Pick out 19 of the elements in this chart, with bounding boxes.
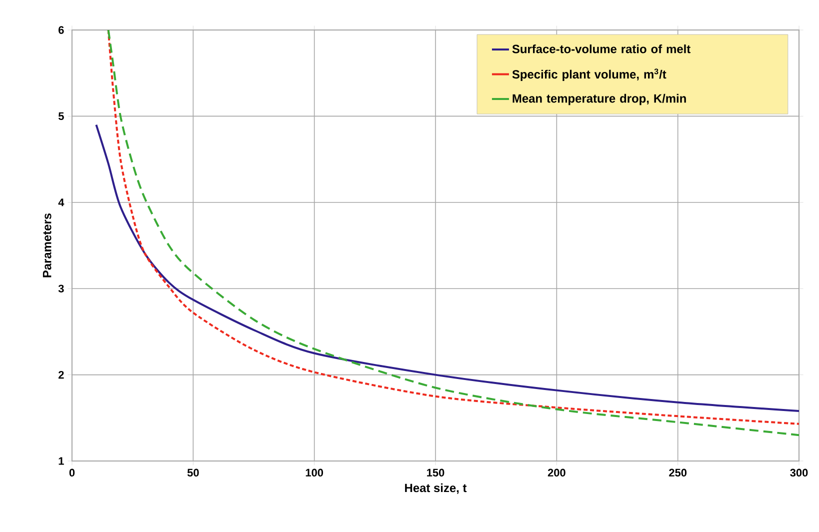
x-tick-label: 300 bbox=[790, 468, 808, 477]
y-tick-label: 5 bbox=[58, 112, 64, 120]
legend-label: Mean temperature drop, K/min bbox=[512, 94, 686, 106]
y-tick-label: 1 bbox=[58, 457, 64, 465]
x-tick-label: 150 bbox=[427, 468, 444, 477]
legend-label: Surface-to-volume ratio of melt bbox=[512, 44, 690, 54]
x-tick-label: 200 bbox=[548, 468, 566, 477]
line-series bbox=[95, 124, 800, 412]
y-axis-title: Parameters bbox=[42, 213, 52, 278]
x-tick-label: 250 bbox=[669, 468, 687, 477]
y-tick-label: 4 bbox=[58, 198, 64, 206]
y-tick-label: 6 bbox=[58, 26, 64, 34]
x-tick-label: 50 bbox=[187, 468, 199, 477]
x-tick-label: 0 bbox=[69, 468, 75, 477]
legend-label: Specific plant volume, m$^{3}$/t bbox=[512, 68, 666, 81]
y-tick-label: 3 bbox=[58, 284, 64, 292]
x-tick-label: 100 bbox=[306, 468, 324, 477]
y-tick-label: 2 bbox=[58, 370, 64, 379]
x-axis-title: Heat size, t bbox=[405, 483, 467, 494]
